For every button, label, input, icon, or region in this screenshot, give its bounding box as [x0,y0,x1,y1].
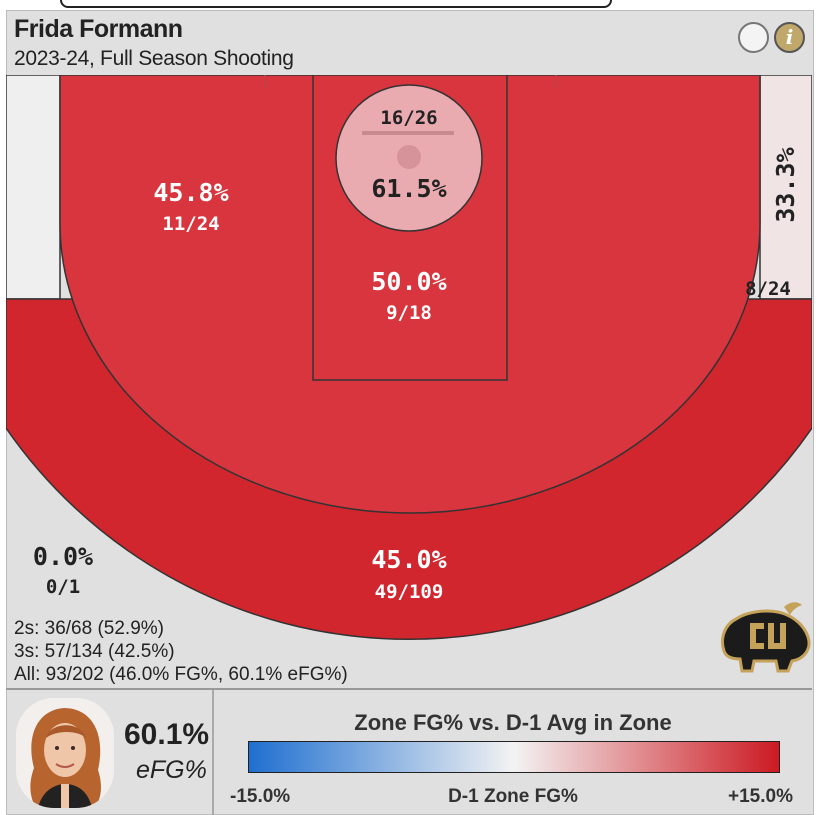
legend-color-scale [248,741,780,773]
basket-icon [362,131,454,169]
label-midrange-pct: 45.8% [153,178,228,207]
legend-max-label: +15.0% [728,786,793,807]
totals-threes: 3s: 57/134 (42.5%) [14,641,175,662]
label-midrange-made: 11/24 [162,213,219,235]
player-name: Frida Formann [14,15,183,43]
shooting-totals: 2s: 36/68 (52.9%) 3s: 57/134 (42.5%) All… [14,617,348,686]
court-zone-map: 61.5% 16/26 50.0% 9/18 45.8% 11/24 33.3%… [6,75,812,673]
player-avatar [16,698,114,808]
legend-title: Zone FG% vs. D-1 Avg in Zone [354,710,672,735]
panel-divider [212,690,214,815]
label-above-break-made: 49/109 [375,581,444,603]
label-restricted-made: 16/26 [380,107,437,129]
info-icon[interactable]: i [774,22,805,53]
circle-toggle-icon[interactable] [738,22,769,53]
label-paint-pct: 50.0% [371,267,446,296]
label-restricted-pct: 61.5% [371,174,446,203]
label-right-corner-made: 8/24 [745,278,791,300]
label-left-corner-made: 0/1 [46,576,80,598]
totals-all: All: 93/202 (46.0% FG%, 60.1% eFG%) [14,664,348,685]
label-above-break-pct: 45.0% [371,545,446,574]
efg-value: 60.1% [124,718,210,751]
label-right-corner-pct: 33.3% [771,147,800,222]
buffalo-logo [721,602,811,673]
summary-panel: 60.1% eFG% Zone FG% vs. D-1 Avg in Zone … [6,688,812,815]
legend-center-label: D-1 Zone FG% [448,786,578,807]
zone-right-corner-three[interactable] [759,75,812,300]
season-subtitle: 2023-24, Full Season Shooting [14,47,294,70]
totals-twos: 2s: 36/68 (52.9%) [14,618,164,639]
efg-label: eFG% [136,756,207,784]
zone-left-corner-three[interactable] [6,75,61,300]
label-left-corner-pct: 0.0% [33,542,93,571]
label-paint-made: 9/18 [386,302,432,324]
legend-min-label: -15.0% [230,786,291,807]
top-bar-edge [60,0,612,8]
